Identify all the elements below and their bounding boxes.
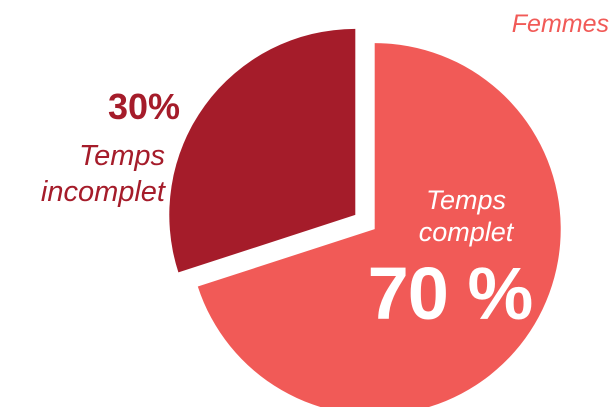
slice-label-temps-complet: Temps complet: [418, 185, 514, 247]
slice-value-temps-incomplet: 30%: [108, 86, 181, 127]
chart-title: Femmes: [511, 10, 609, 38]
slice-value-temps-complet: 70 %: [367, 252, 534, 335]
pie-slice-temps-complet: [197, 43, 561, 407]
slice-label-temps-incomplet: Temps incomplet: [40, 140, 165, 208]
pie-slice-temps-incomplet: [169, 28, 356, 273]
